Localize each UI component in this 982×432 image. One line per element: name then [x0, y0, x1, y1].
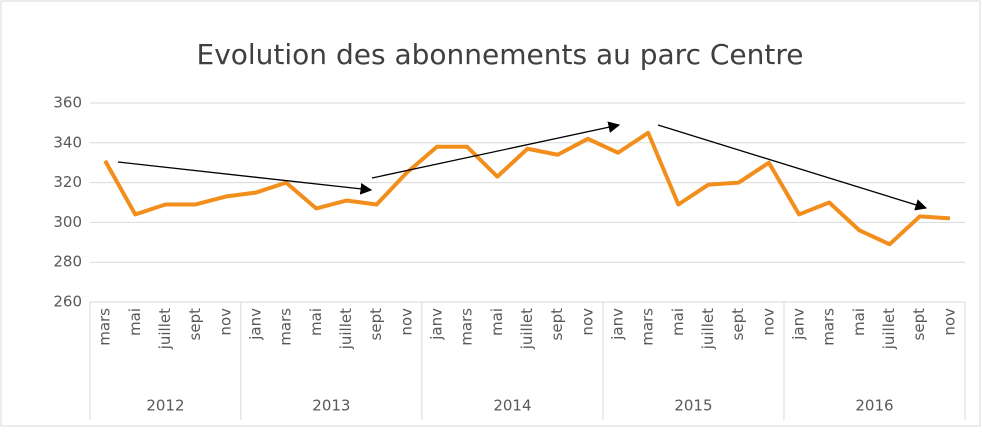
x-tick-label: janv	[246, 308, 264, 341]
x-tick-label: mars	[96, 308, 114, 346]
x-tick-label: mai	[126, 308, 144, 336]
x-tick-label: nov	[759, 308, 777, 336]
annotation-arrows	[117, 121, 928, 211]
arrow	[117, 161, 373, 195]
x-tick-label: sept	[548, 308, 566, 341]
x-tick-label: juillet	[880, 308, 898, 350]
x-tick-label: mai	[669, 308, 687, 336]
data-line	[103, 130, 951, 247]
y-tick-label: 320	[53, 173, 82, 191]
x-tick-label: janv	[790, 308, 808, 341]
x-tick-label: juillet	[699, 308, 717, 350]
x-tick-label: nov	[397, 308, 415, 336]
x-tick-label: mars	[639, 308, 657, 346]
x-tick-label: juillet	[156, 308, 174, 350]
y-tick-label: 300	[53, 213, 82, 231]
x-tick-label: nov	[216, 308, 234, 336]
group-label: 2012	[146, 397, 184, 415]
x-tick-label: juillet	[518, 308, 536, 350]
x-tick-label: mai	[850, 308, 868, 336]
x-tick-label: mai	[307, 308, 325, 336]
x-tick-label: sept	[729, 308, 747, 341]
x-tick-label: nov	[578, 308, 596, 336]
group-label: 2016	[855, 397, 893, 415]
y-tick-label: 260	[53, 293, 82, 311]
x-tick-label: janv	[609, 308, 627, 341]
group-label: 2014	[493, 397, 531, 415]
x-tick-label: mars	[458, 308, 476, 346]
y-tick-label: 360	[53, 94, 82, 112]
group-label: 2013	[312, 397, 350, 415]
x-tick-label: mars	[820, 308, 838, 346]
x-tick-label: mai	[488, 308, 506, 336]
arrow	[371, 121, 621, 179]
chart-title: Evolution des abonnements au parc Centre	[197, 38, 804, 71]
x-tick-label: nov	[940, 308, 958, 336]
x-tick-label: juillet	[337, 308, 355, 350]
y-tick-label: 340	[53, 133, 82, 151]
group-label: 2015	[674, 397, 712, 415]
x-tick-label: sept	[910, 308, 928, 341]
arrow	[657, 124, 928, 211]
y-tick-label: 280	[53, 253, 82, 271]
x-tick-label: janv	[427, 308, 445, 341]
x-tick-label: sept	[367, 308, 385, 341]
x-tick-label: sept	[186, 308, 204, 341]
x-tick-label: mars	[277, 308, 295, 346]
